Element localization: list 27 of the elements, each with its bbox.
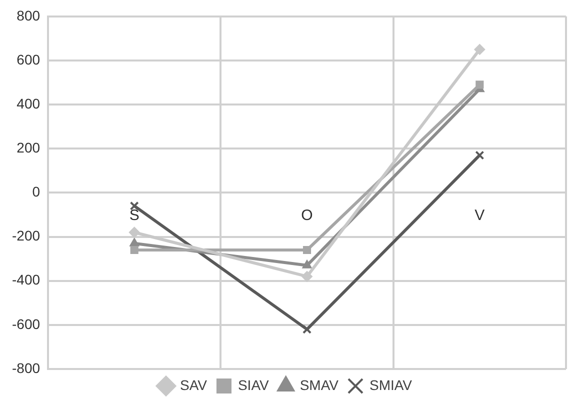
point	[474, 44, 486, 55]
y-tick-label: 800	[16, 7, 40, 24]
x-tick-label: S	[129, 206, 140, 224]
point	[302, 324, 312, 334]
point	[130, 201, 139, 210]
y-tick-label: 600	[16, 51, 40, 68]
y-tick-label: -400	[12, 272, 40, 288]
point	[475, 150, 484, 160]
legend-label: SMAV	[300, 376, 340, 393]
point	[476, 80, 484, 89]
y-tick-label: 0	[32, 184, 40, 200]
y-tick-label: 400	[16, 95, 40, 112]
y-tick-label: -600	[12, 316, 40, 332]
point	[302, 260, 312, 268]
legend-label: SAV	[180, 376, 208, 393]
legend-label: SIAV	[238, 376, 270, 393]
y-tick-label: -800	[12, 360, 40, 376]
point	[302, 270, 313, 282]
point	[128, 226, 140, 238]
x-tick-label: O	[301, 206, 313, 224]
point	[302, 246, 312, 254]
point	[130, 246, 138, 254]
y-tick-label: 200	[16, 139, 40, 156]
y-tick-label: -200	[12, 228, 40, 244]
point	[130, 238, 140, 246]
legend-label: SMIAV	[369, 376, 413, 393]
x-tick-label: V	[474, 206, 485, 224]
